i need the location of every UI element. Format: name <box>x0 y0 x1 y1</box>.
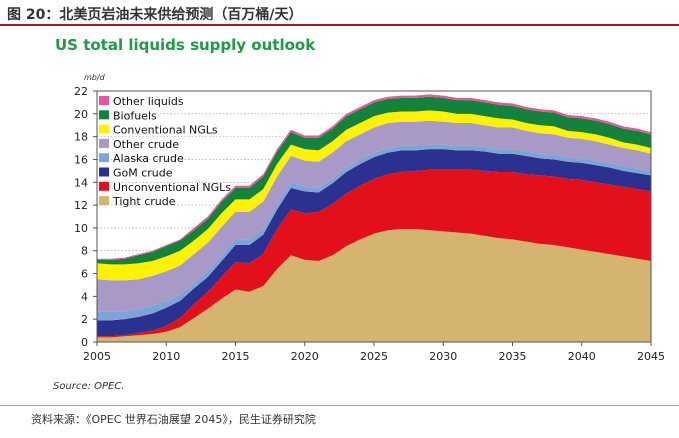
legend-swatch-biofuels <box>99 110 109 120</box>
legend-label-other-liquids: Other liquids <box>113 95 184 108</box>
y-tick-label-16: 16 <box>74 153 88 166</box>
legend-swatch-other-crude <box>99 138 109 148</box>
legend-swatch-gom-crude <box>99 167 109 177</box>
axis-layer: 0 2 4 6 8 10 12 14 16 18 20 22 2005 2010 2015 2020 2025 2… <box>74 85 665 363</box>
legend-swatch-alaska-crude <box>99 153 109 163</box>
area-alaska-crude <box>97 144 651 321</box>
legend-label-tight-crude: Tight crude <box>112 195 176 208</box>
x-tick-label-2005: 2005 <box>83 350 111 363</box>
y-tick-label-20: 20 <box>74 108 88 121</box>
legend-label-gom-crude: GoM crude <box>113 167 173 180</box>
y-tick-label-2: 2 <box>81 313 88 326</box>
y-tick-label-10: 10 <box>74 222 88 235</box>
source-note: Source: OPEC. <box>53 381 125 392</box>
area-layer <box>97 94 651 342</box>
legend-label-biofuels: Biofuels <box>113 109 157 122</box>
x-tick-label-2040: 2040 <box>568 350 596 363</box>
y-tick-label-18: 18 <box>74 131 88 144</box>
legend-label-alaska-crude: Alaska crude <box>113 152 184 165</box>
y-tick-label-22: 22 <box>74 85 88 98</box>
legend-label-other-crude: Other crude <box>113 138 179 151</box>
area-tight-crude <box>97 229 651 342</box>
y-tick-label-12: 12 <box>74 199 88 212</box>
area-other-crude <box>97 120 651 312</box>
x-tick-label-2045: 2045 <box>637 350 665 363</box>
x-tick-label-2020: 2020 <box>291 350 319 363</box>
x-tick-label-2015: 2015 <box>222 350 250 363</box>
x-tick-label-2035: 2035 <box>499 350 527 363</box>
figure-title-rule <box>0 24 679 26</box>
figure-header: 图 20：北美页岩油未来供给预测（百万桶/天） <box>0 0 679 26</box>
y-axis-unit-label: mb/d <box>84 73 106 82</box>
y-tick-label-6: 6 <box>81 268 88 281</box>
chart-title: US total liquids supply outlook <box>55 36 316 54</box>
footer-source: 资料来源：《OPEC 世界石油展望 2045》，民生证券研究院 <box>31 413 316 426</box>
legend-swatch-unconventional-ngls <box>99 181 109 191</box>
area-gom-crude <box>97 149 651 337</box>
legend-swatch-conventional-ngls <box>99 124 109 134</box>
legend-label-conventional-ngls: Conventional NGLs <box>113 124 218 137</box>
x-tick-label-2030: 2030 <box>429 350 457 363</box>
x-tick-label-2010: 2010 <box>152 350 180 363</box>
y-tick-label-0: 0 <box>81 336 88 349</box>
area-unconventional-ngls <box>97 169 651 338</box>
figure-title: 图 20：北美页岩油未来供给预测（百万桶/天） <box>7 7 303 23</box>
legend-label-unconventional-ngls: Unconventional NGLs <box>113 181 231 194</box>
y-tick-label-14: 14 <box>74 176 88 189</box>
legend-swatch-tight-crude <box>99 196 109 206</box>
y-tick-label-8: 8 <box>81 245 88 258</box>
area-conventional-ngls <box>97 110 651 281</box>
footer-rule <box>0 405 679 406</box>
y-tick-label-4: 4 <box>81 290 88 303</box>
legend-swatch-other-liquids <box>99 96 109 105</box>
x-tick-label-2025: 2025 <box>360 350 388 363</box>
